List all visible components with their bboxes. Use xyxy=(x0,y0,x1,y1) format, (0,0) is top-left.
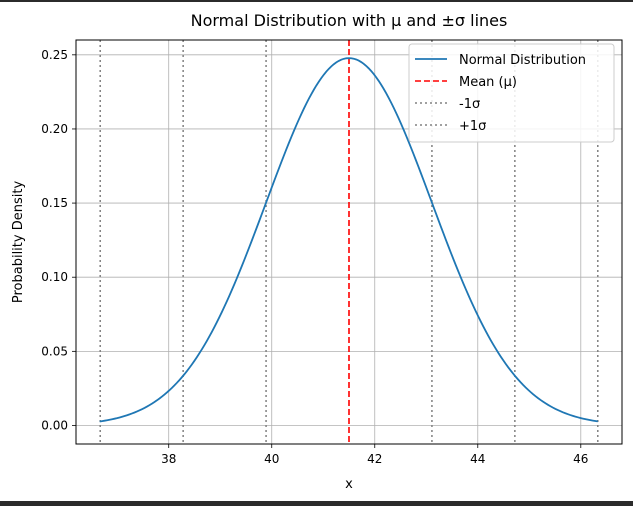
legend-label-minus-sigma: -1σ xyxy=(459,97,480,112)
y-tick-label: 0.10 xyxy=(41,270,68,284)
curve-layer xyxy=(99,57,598,423)
x-tick-label: 40 xyxy=(264,452,279,466)
x-tick-label: 38 xyxy=(161,452,176,466)
chart-title: Normal Distribution with μ and ±σ lines xyxy=(191,11,508,30)
x-axis-ticks: 38 40 42 44 46 xyxy=(161,444,588,466)
plot-area-frame xyxy=(75,39,623,445)
y-axis-label: Probability Density xyxy=(11,181,26,304)
legend: Normal Distribution Mean (μ) -1σ +1σ xyxy=(408,43,615,143)
legend-label-plus-sigma: +1σ xyxy=(459,119,486,134)
x-tick-label: 44 xyxy=(470,452,485,466)
y-tick-label: 0.20 xyxy=(41,122,68,136)
legend-label-mean: Mean (μ) xyxy=(459,75,517,90)
x-tick-label: 42 xyxy=(367,452,382,466)
y-tick-label: 0.15 xyxy=(41,196,68,210)
normal-distribution-curve xyxy=(99,57,598,423)
y-tick-label: 0.05 xyxy=(41,344,68,358)
legend-label-normal-distribution: Normal Distribution xyxy=(459,53,586,68)
x-axis-label: x xyxy=(345,477,353,492)
x-tick-label: 46 xyxy=(573,452,588,466)
window-top-border xyxy=(0,0,633,2)
window-bottom-border xyxy=(0,501,633,506)
legend-box xyxy=(408,43,615,143)
y-axis-ticks: 0.00 0.05 0.10 0.15 0.20 0.25 xyxy=(41,48,76,432)
y-tick-label: 0.25 xyxy=(41,48,68,62)
y-tick-label: 0.00 xyxy=(41,418,68,432)
